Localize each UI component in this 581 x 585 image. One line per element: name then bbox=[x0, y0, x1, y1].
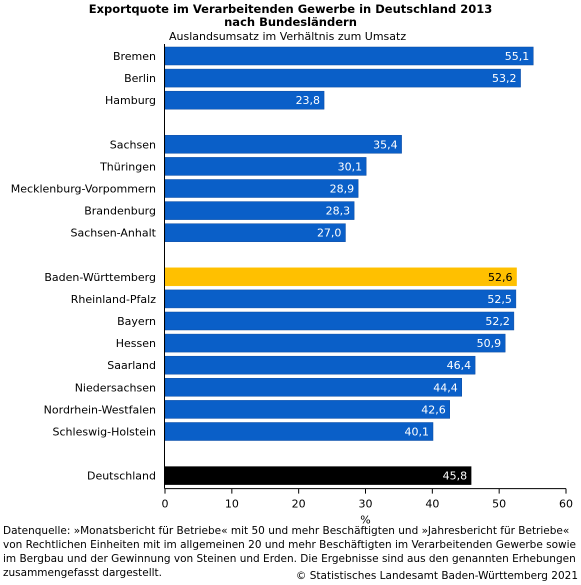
bar-sachsen bbox=[164, 135, 402, 154]
x-tick-label-30: 30 bbox=[359, 498, 373, 511]
category-label-brandenburg: Brandenburg bbox=[84, 205, 156, 218]
category-label-hessen: Hessen bbox=[116, 337, 156, 350]
category-label-sachsen-anhalt: Sachsen-Anhalt bbox=[70, 227, 156, 240]
value-label-thuringen: 30,1 bbox=[338, 160, 363, 173]
chart-title: Exportquote im Verarbeitenden Gewerbe in… bbox=[0, 3, 581, 29]
value-label-niedersachsen: 44,4 bbox=[433, 381, 458, 394]
x-tick-label-10: 10 bbox=[225, 498, 239, 511]
value-label-brandenburg: 28,3 bbox=[326, 205, 351, 218]
category-label-bremen: Bremen bbox=[113, 50, 156, 63]
value-label-baden-wurttemberg: 52,6 bbox=[488, 271, 513, 284]
chart-subtitle: Auslandsumsatz im Verhältnis zum Umsatz bbox=[169, 30, 407, 43]
category-label-nordrhein-westfalen: Nordrhein-Westfalen bbox=[44, 403, 156, 416]
value-label-sachsen: 35,4 bbox=[373, 138, 398, 151]
category-label-mecklenburg-vorpommern: Mecklenburg-Vorpommern bbox=[11, 183, 156, 196]
bar-baden-wurttemberg bbox=[164, 267, 517, 287]
bar-bremen bbox=[164, 46, 534, 66]
category-label-hamburg: Hamburg bbox=[105, 94, 156, 107]
category-label-berlin: Berlin bbox=[124, 72, 156, 85]
x-tick-label-60: 60 bbox=[559, 498, 573, 511]
value-label-mecklenburg-vorpommern: 28,9 bbox=[330, 183, 355, 196]
x-tick-label-20: 20 bbox=[292, 498, 306, 511]
x-tick-label-0: 0 bbox=[162, 498, 169, 511]
footnote: Datenquelle: »Monatsbericht für Betriebe… bbox=[3, 525, 577, 579]
category-label-rheinland-pfalz: Rheinland-Pfalz bbox=[71, 293, 156, 306]
value-label-bremen: 55,1 bbox=[505, 50, 530, 63]
value-label-berlin: 53,2 bbox=[492, 72, 517, 85]
bar-nordrhein-westfalen bbox=[164, 400, 450, 419]
value-label-rheinland-pfalz: 52,5 bbox=[487, 293, 512, 306]
value-label-sachsen-anhalt: 27,0 bbox=[317, 227, 342, 240]
x-tick-label-40: 40 bbox=[425, 498, 439, 511]
x-tick-label-50: 50 bbox=[492, 498, 506, 511]
bar-saarland bbox=[164, 355, 476, 375]
category-label-bayern: Bayern bbox=[117, 315, 156, 328]
category-label-thuringen: Thüringen bbox=[99, 160, 156, 173]
category-label-saarland: Saarland bbox=[107, 359, 156, 372]
chart-title-line-2: nach Bundesländern bbox=[224, 15, 357, 29]
bar-hessen bbox=[164, 333, 506, 353]
bar-niedersachsen bbox=[164, 378, 462, 397]
value-label-deutschland: 45,8 bbox=[443, 470, 468, 483]
bar-rheinland-pfalz bbox=[164, 289, 517, 309]
bar-bayern bbox=[164, 311, 515, 331]
value-label-saarland: 46,4 bbox=[447, 359, 472, 372]
value-label-schleswig-holstein: 40,1 bbox=[405, 426, 430, 439]
value-label-hessen: 50,9 bbox=[477, 337, 502, 350]
category-label-schleswig-holstein: Schleswig-Holstein bbox=[53, 426, 156, 439]
value-label-hamburg: 23,8 bbox=[296, 94, 321, 107]
bar-schleswig-holstein bbox=[164, 422, 434, 441]
bar-deutschland bbox=[164, 466, 472, 485]
category-label-baden-wurttemberg: Baden-Württemberg bbox=[44, 271, 156, 284]
bar-berlin bbox=[164, 68, 521, 88]
copyright: © Statistisches Landesamt Baden-Württemb… bbox=[293, 569, 578, 583]
bar-thuringen bbox=[164, 157, 367, 176]
category-label-deutschland: Deutschland bbox=[87, 470, 156, 483]
value-label-nordrhein-westfalen: 42,6 bbox=[421, 403, 446, 416]
category-label-niedersachsen: Niedersachsen bbox=[75, 381, 156, 394]
x-axis-label: % bbox=[360, 514, 370, 527]
category-label-sachsen: Sachsen bbox=[110, 138, 156, 151]
chart-title-line-1: Exportquote im Verarbeitenden Gewerbe in… bbox=[88, 2, 493, 16]
value-label-bayern: 52,2 bbox=[485, 315, 510, 328]
